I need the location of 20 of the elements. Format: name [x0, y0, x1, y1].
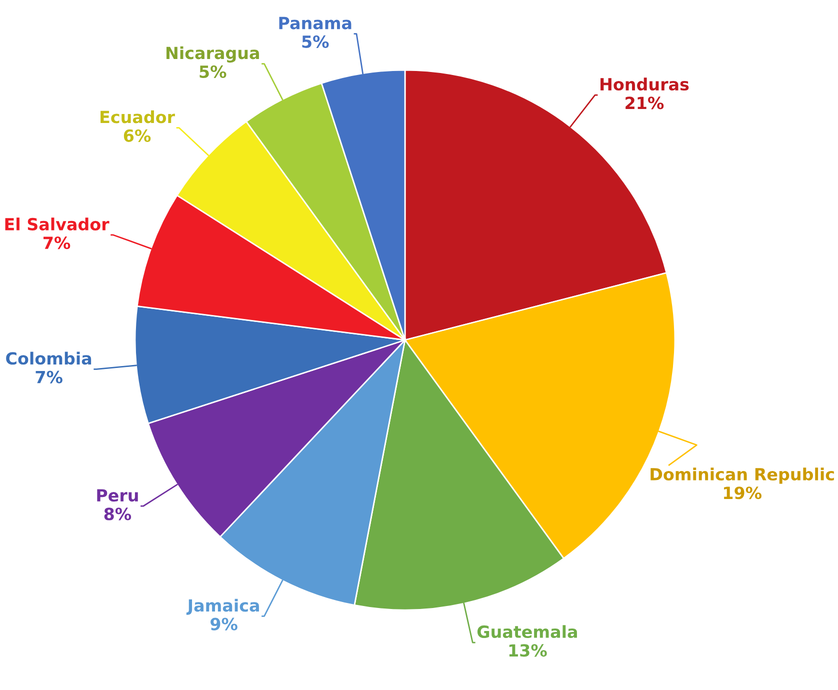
data-label: 19%: [724, 486, 762, 500]
slice-label: Honduras: [600, 78, 689, 91]
data-label: 5%: [302, 35, 329, 48]
slice-label: Dominican Republic: [650, 468, 834, 484]
slice-label: Panama: [279, 16, 352, 30]
data-label: 21%: [626, 96, 664, 110]
slice-label: Jamaica: [186, 598, 259, 615]
slice-label: Colombia: [6, 352, 92, 365]
slice-label: Peru: [97, 489, 138, 502]
slice-label: El Salvador: [5, 218, 110, 230]
data-label: 5%: [200, 65, 226, 78]
data-label: 6%: [124, 129, 151, 142]
data-label: 13%: [509, 644, 547, 657]
slice-label: Ecuador: [100, 110, 175, 124]
data-label: 7%: [44, 236, 70, 250]
slice-label: Nicaragua: [166, 46, 259, 63]
slice-label: Guatemala: [477, 625, 577, 638]
data-label: 8%: [104, 508, 132, 520]
data-label: 7%: [36, 370, 62, 384]
data-label: 9%: [210, 618, 238, 630]
